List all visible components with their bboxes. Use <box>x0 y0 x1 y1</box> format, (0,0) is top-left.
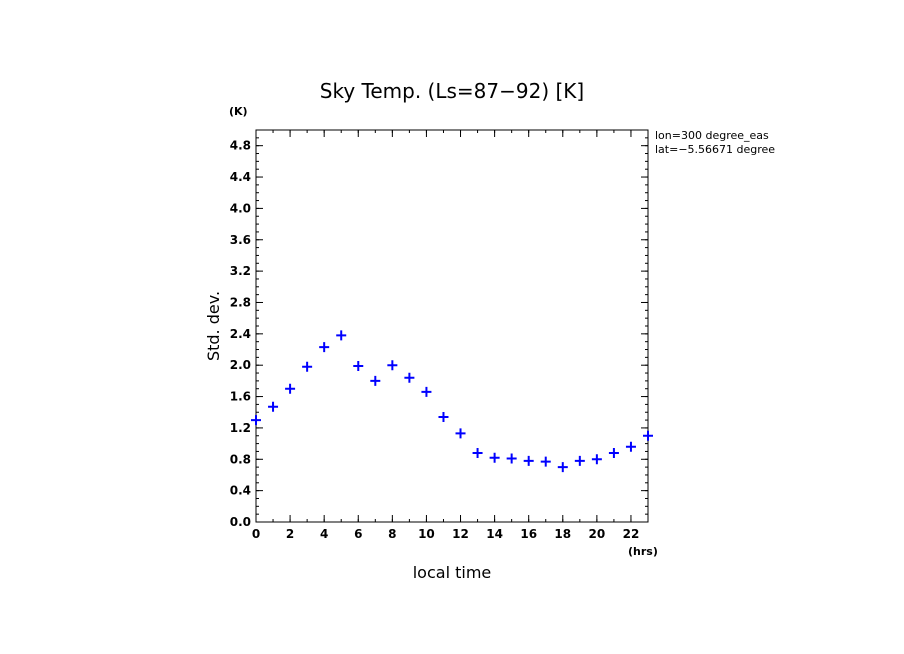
data-point <box>421 386 432 397</box>
info-line-lat: lat=−5.56671 degree <box>655 143 775 156</box>
y-tick-label: 0.4 <box>230 484 251 498</box>
data-point <box>591 454 602 465</box>
y-tick-label: 2.0 <box>230 358 251 372</box>
data-point <box>625 441 636 452</box>
data-point <box>404 372 415 383</box>
y-tick-label: 3.2 <box>230 264 251 278</box>
y-tick-label: 1.6 <box>230 390 251 404</box>
y-unit-label: (K) <box>229 105 248 118</box>
x-tick-label: 18 <box>554 527 571 541</box>
x-tick-label: 14 <box>486 527 503 541</box>
data-point <box>523 455 534 466</box>
y-tick-label: 2.8 <box>230 295 251 309</box>
y-tick-label: 0.8 <box>230 452 251 466</box>
x-tick-label: 0 <box>252 527 260 541</box>
data-point <box>608 448 619 459</box>
x-axis-label: local time <box>413 563 492 582</box>
y-tick-label: 1.2 <box>230 421 251 435</box>
y-tick-label: 0.0 <box>230 515 251 529</box>
y-tick-label: 4.4 <box>230 170 251 184</box>
data-point <box>353 360 364 371</box>
chart-title: Sky Temp. (Ls=87−92) [K] <box>320 79 584 103</box>
data-point <box>455 428 466 439</box>
data-point <box>472 448 483 459</box>
x-tick-label: 22 <box>623 527 640 541</box>
x-tick-label: 16 <box>520 527 537 541</box>
y-tick-label: 3.6 <box>230 233 251 247</box>
data-point <box>251 415 261 426</box>
x-tick-label: 12 <box>452 527 469 541</box>
data-point <box>285 383 296 394</box>
x-tick-label: 10 <box>418 527 435 541</box>
data-point <box>489 452 500 463</box>
x-tick-label: 4 <box>320 527 328 541</box>
data-point <box>387 360 398 371</box>
x-tick-label: 8 <box>388 527 396 541</box>
data-point <box>319 342 330 353</box>
x-unit-label: (hrs) <box>628 545 658 558</box>
x-tick-label: 2 <box>286 527 294 541</box>
data-point <box>574 455 585 466</box>
y-tick-label: 4.0 <box>230 201 251 215</box>
plot-frame <box>255 129 649 523</box>
data-point <box>336 330 347 341</box>
y-axis-label: Std. dev. <box>204 291 223 361</box>
x-tick-label: 20 <box>589 527 606 541</box>
data-point <box>643 430 653 441</box>
data-point <box>268 401 279 412</box>
data-point <box>506 453 517 464</box>
data-point <box>302 361 313 372</box>
y-tick-label: 2.4 <box>230 327 251 341</box>
data-point <box>438 411 449 422</box>
info-line-lon: lon=300 degree_eas <box>655 129 769 142</box>
data-point <box>557 462 568 473</box>
data-point <box>540 456 551 467</box>
y-tick-label: 4.8 <box>230 139 251 153</box>
x-tick-label: 6 <box>354 527 362 541</box>
data-point <box>370 375 381 386</box>
